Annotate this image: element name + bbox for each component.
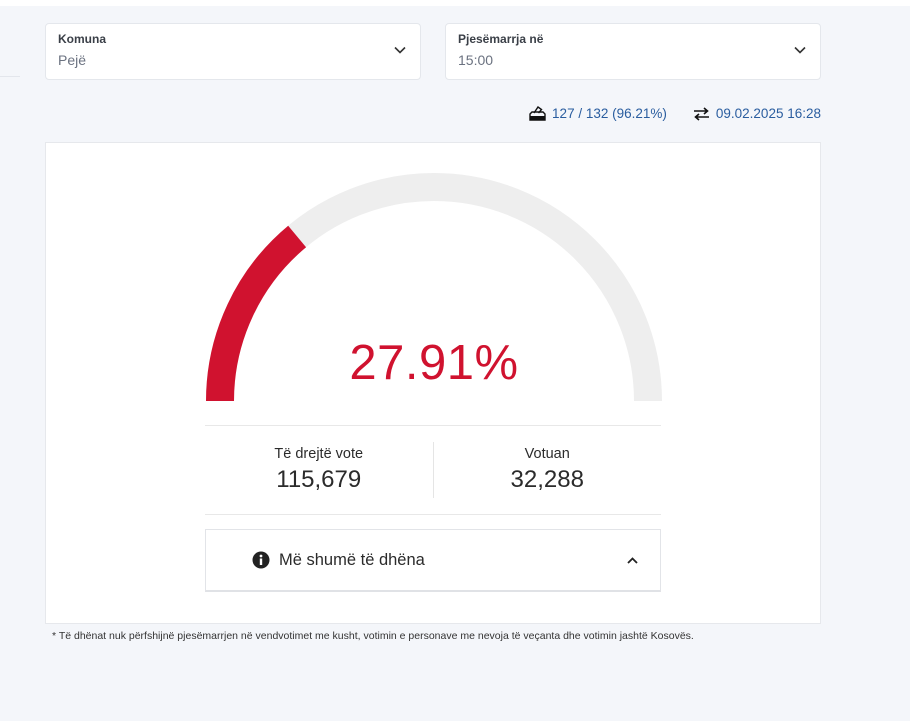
voted-label: Votuan <box>524 446 570 462</box>
divider <box>0 76 20 77</box>
turnout-card: 27.91% Të drejtë vote 115,679 Votuan 32,… <box>45 142 821 624</box>
municipality-value: Pejë <box>58 52 87 68</box>
ballot-box-icon <box>529 106 546 121</box>
sync-arrows-icon <box>693 106 709 121</box>
more-info-label: Më shumë të dhëna <box>279 550 425 569</box>
stats-row: Të drejtë vote 115,679 Votuan 32,288 <box>205 425 661 515</box>
footnote: * Të dhënat nuk përfshijnë pjesëmarrjen … <box>52 630 694 642</box>
eligible-voters: Të drejtë vote 115,679 <box>205 426 433 514</box>
updated-text: 09.02.2025 16:28 <box>715 106 821 121</box>
turnout-time-select[interactable]: Pjesëmarrja në 15:00 <box>445 23 821 80</box>
turnout-time-label: Pjesëmarrja në <box>458 32 544 46</box>
info-icon <box>252 551 270 569</box>
municipality-label: Komuna <box>58 32 106 46</box>
turnout-gauge <box>206 173 662 402</box>
turnout-time-value: 15:00 <box>458 52 494 68</box>
municipality-select[interactable]: Komuna Pejë <box>45 23 421 80</box>
chevron-up-icon <box>627 557 638 564</box>
stations-text: 127 / 132 (96.21%) <box>552 106 667 121</box>
eligible-value: 115,679 <box>276 466 362 493</box>
turnout-percent: 27.91% <box>349 336 519 390</box>
gauge-fill <box>206 225 307 402</box>
meta-row: 127 / 132 (96.21%) 09.02.2025 16:28 <box>529 106 821 121</box>
more-info-toggle[interactable]: Më shumë të dhëna <box>205 529 661 592</box>
chevron-down-icon <box>394 46 406 54</box>
last-updated: 09.02.2025 16:28 <box>693 106 821 121</box>
stations-reported: 127 / 132 (96.21%) <box>529 106 667 121</box>
chevron-down-icon <box>794 46 806 54</box>
voted-count: Votuan 32,288 <box>432 442 662 498</box>
voted-value: 32,288 <box>510 466 584 493</box>
eligible-label: Të drejtë vote <box>274 446 364 462</box>
top-strip <box>0 0 910 6</box>
